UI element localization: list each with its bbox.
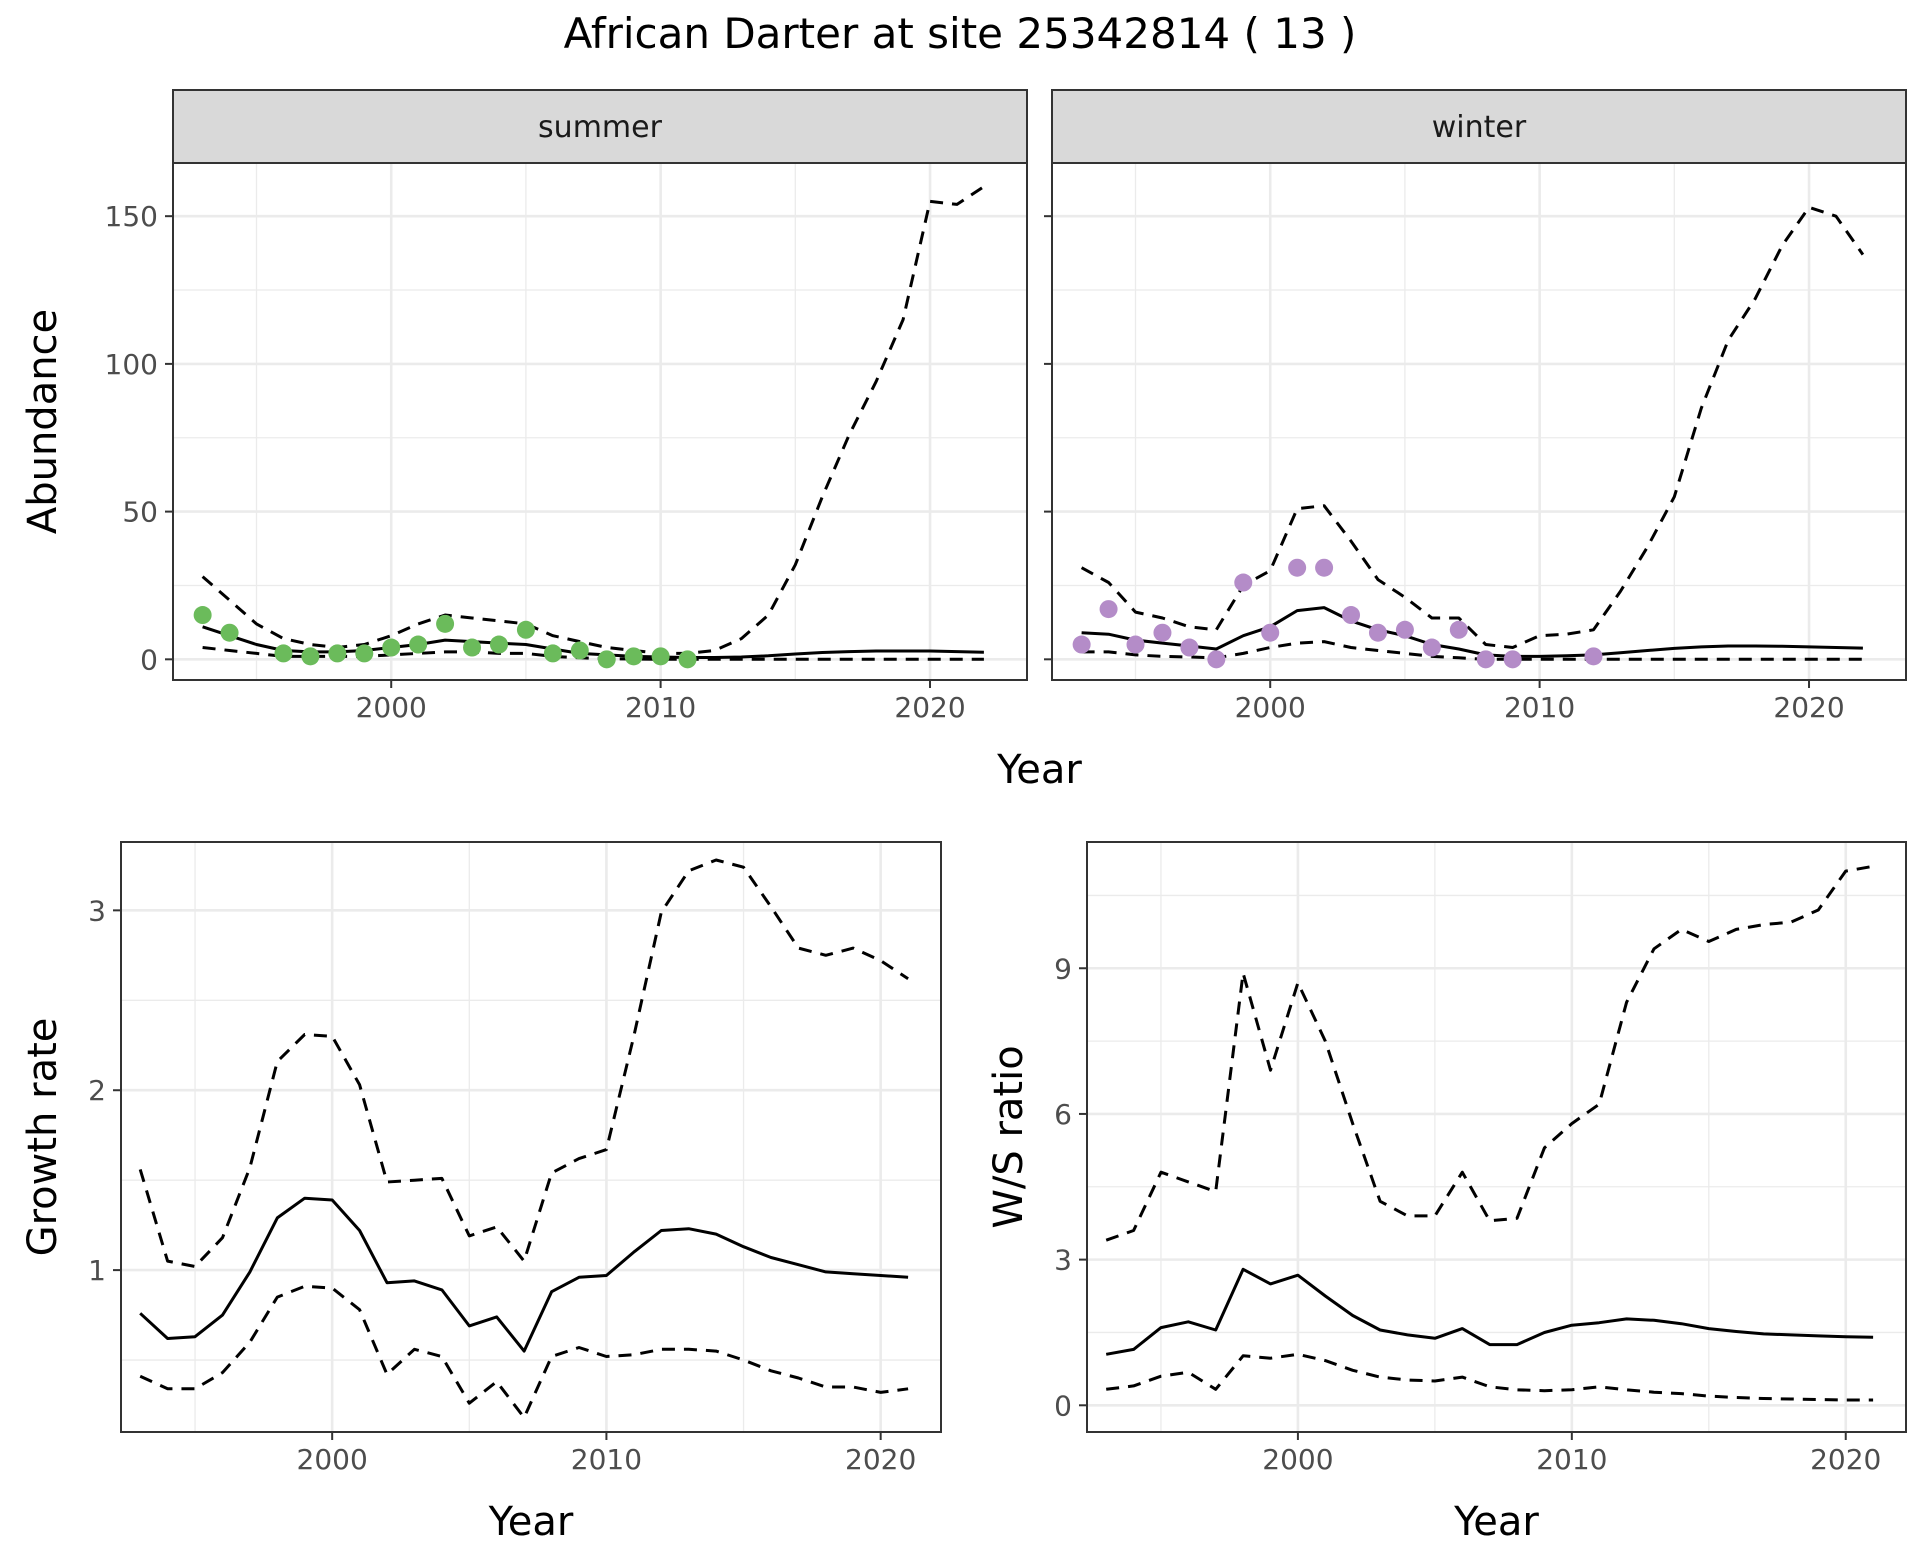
y-axis-title: W/S ratio xyxy=(986,1045,1032,1228)
observed-point xyxy=(1261,623,1280,642)
lower-bound-line xyxy=(139,1284,909,1420)
observed-point xyxy=(570,641,589,660)
growth-rate-panel: 2000 2010 2020 1 2 3 Year Growth rate xyxy=(20,841,942,1545)
observed-point xyxy=(1368,623,1387,642)
x-axis-title: Year xyxy=(488,1499,574,1545)
panel-background xyxy=(1052,163,1906,680)
observed-point xyxy=(1342,606,1361,625)
observed-point xyxy=(489,635,508,654)
y-tick-label: 9 xyxy=(1054,952,1072,985)
observed-point xyxy=(1584,647,1603,666)
facet-winter: winter 2000 2010 2020 xyxy=(1044,89,1907,724)
x-tick-label: 2010 xyxy=(571,1443,642,1476)
observed-point xyxy=(1153,623,1172,642)
estimate-line xyxy=(139,1196,909,1353)
y-tick-label: 50 xyxy=(122,496,158,529)
observed-point xyxy=(193,606,212,625)
x-tick-label: 2000 xyxy=(356,691,427,724)
y-axis-title: Growth rate xyxy=(20,1018,66,1257)
observed-point xyxy=(355,644,374,663)
x-tick-label: 2010 xyxy=(625,691,696,724)
observed-point xyxy=(301,647,320,666)
observed-point xyxy=(1449,620,1468,639)
y-tick-label: 0 xyxy=(1054,1389,1072,1422)
observed-point xyxy=(651,647,670,666)
facet-strip xyxy=(1051,89,1907,164)
observed-point xyxy=(274,644,293,663)
x-tick-label: 2000 xyxy=(1262,1443,1333,1476)
observed-point xyxy=(1288,558,1307,577)
observed-point xyxy=(1072,635,1091,654)
observed-point xyxy=(328,644,347,663)
observed-point xyxy=(1180,638,1199,657)
observed-point xyxy=(516,620,535,639)
upper-bound-line xyxy=(138,858,909,1268)
facet-strip-label: summer xyxy=(538,110,663,145)
x-tick-label: 2010 xyxy=(1536,1443,1607,1476)
facet-strip xyxy=(172,89,1028,164)
y-tick-label: 1 xyxy=(88,1254,106,1287)
observed-point xyxy=(220,623,239,642)
y-tick-label: 100 xyxy=(105,348,158,381)
y-tick-label: 3 xyxy=(88,894,106,927)
observed-point xyxy=(436,614,455,633)
observed-point xyxy=(1422,638,1441,657)
facet-summer: summer 2000 2010 2020 0 50 100 150 xyxy=(105,89,1028,724)
observed-point xyxy=(382,638,401,657)
observed-point xyxy=(1476,650,1495,669)
y-tick-label: 2 xyxy=(88,1074,106,1107)
facet-strip-label: winter xyxy=(1432,110,1527,145)
panel-border xyxy=(1086,841,1907,1433)
estimate-line xyxy=(1081,606,1863,658)
y-axis-title: Abundance xyxy=(20,309,66,534)
estimate-line xyxy=(1105,1267,1874,1356)
chart-title: African Darter at site 25342814 ( 13 ) xyxy=(564,9,1357,58)
x-axis-title: Year xyxy=(1453,1499,1539,1545)
panel-background xyxy=(121,842,941,1432)
observed-point xyxy=(624,647,643,666)
observed-point xyxy=(1395,620,1414,639)
x-tick-label: 2020 xyxy=(1773,691,1844,724)
x-tick-label: 2020 xyxy=(845,1443,916,1476)
y-tick-label: 0 xyxy=(140,643,158,676)
y-tick-label: 150 xyxy=(105,200,158,233)
observed-point xyxy=(1503,650,1522,669)
upper-bound-line xyxy=(1080,205,1865,649)
observed-point xyxy=(1234,573,1253,592)
x-tick-label: 2000 xyxy=(297,1443,368,1476)
x-tick-label: 2020 xyxy=(894,691,965,724)
observed-point xyxy=(1207,650,1226,669)
observed-point xyxy=(597,650,616,669)
observed-point xyxy=(463,638,482,657)
upper-bound-line xyxy=(201,185,985,655)
panel-background xyxy=(173,163,1027,680)
observed-point xyxy=(409,635,428,654)
abundance-panel: summer 2000 2010 2020 0 50 100 150 winter 2000 201… xyxy=(20,89,1907,793)
observed-point xyxy=(1315,558,1334,577)
observed-point xyxy=(678,650,697,669)
panel-border xyxy=(120,841,942,1433)
x-tick-label: 2000 xyxy=(1235,691,1306,724)
lower-bound-line xyxy=(1106,1352,1874,1402)
observed-point xyxy=(1099,600,1118,619)
observed-point xyxy=(543,644,562,663)
observed-point xyxy=(1126,635,1145,654)
ws-ratio-panel: 2000 2010 2020 0 3 6 9 Year W/S ratio xyxy=(986,841,1907,1545)
x-axis-title: Year xyxy=(996,747,1082,793)
y-tick-label: 6 xyxy=(1054,1098,1072,1131)
y-tick-label: 3 xyxy=(1054,1244,1072,1277)
x-tick-label: 2020 xyxy=(1810,1443,1881,1476)
x-tick-label: 2010 xyxy=(1504,691,1575,724)
upper-bound-line xyxy=(1105,864,1874,1242)
